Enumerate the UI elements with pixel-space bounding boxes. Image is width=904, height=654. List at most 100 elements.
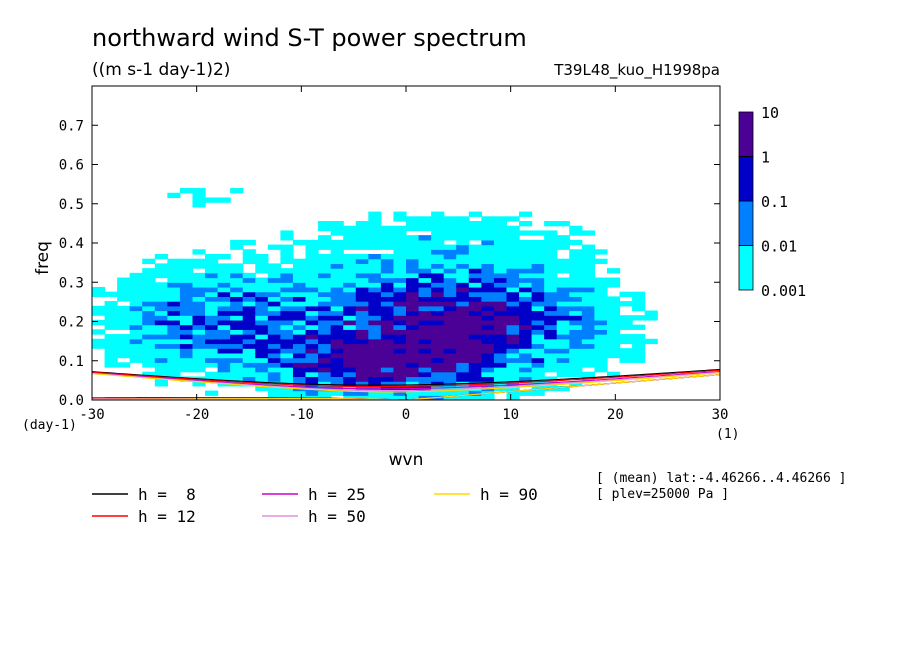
power-cell (519, 362, 533, 368)
power-cell (355, 357, 369, 363)
power-cell (230, 296, 244, 302)
power-cell (443, 348, 457, 354)
power-cell (531, 385, 545, 392)
power-cell (305, 239, 319, 246)
power-cell (355, 244, 369, 250)
gravity-curve-25 (92, 370, 720, 390)
power-cell (330, 225, 344, 232)
power-cell (117, 348, 131, 354)
power-cell (468, 329, 482, 335)
power-cell (569, 319, 583, 326)
power-cell (255, 282, 269, 288)
power-cell (481, 310, 495, 316)
power-cell (493, 277, 508, 283)
power-cell (456, 282, 470, 288)
power-cell (406, 371, 420, 378)
power-cell (569, 310, 583, 316)
power-cell (267, 352, 281, 359)
power-cell (632, 338, 646, 345)
power-cell (506, 319, 520, 326)
y-unit-label: (day-1) (22, 418, 77, 433)
power-cell (531, 301, 545, 307)
power-cell (280, 310, 294, 316)
power-cell (506, 343, 520, 349)
power-cell (368, 334, 382, 340)
power-cell (343, 230, 357, 236)
power-cell (418, 225, 432, 232)
power-cell (531, 296, 545, 302)
power-cell (506, 230, 520, 236)
power-cell (468, 390, 482, 396)
power-cell (506, 376, 520, 382)
power-cell (506, 258, 520, 265)
power-cell (280, 235, 294, 241)
power-cell (230, 305, 244, 312)
power-cell (230, 357, 244, 363)
power-cell (431, 286, 445, 293)
power-cell (343, 352, 357, 359)
power-cell (154, 334, 168, 340)
power-cell (292, 291, 307, 297)
power-cell (393, 371, 407, 378)
power-cell (544, 258, 558, 265)
y-tick-label: 0.2 (59, 315, 84, 331)
power-cell (242, 301, 256, 307)
power-cell (493, 305, 508, 312)
power-cell (632, 357, 646, 363)
power-cell (205, 286, 219, 293)
power-cell (519, 357, 533, 363)
power-cell (192, 357, 206, 363)
power-cell (531, 319, 545, 326)
power-cell (230, 301, 244, 307)
power-cell (468, 263, 482, 269)
power-cell (406, 296, 420, 302)
power-cell (556, 268, 570, 274)
power-cell (330, 362, 344, 368)
power-cell (205, 277, 219, 283)
power-cell (242, 258, 256, 265)
power-cell (318, 258, 332, 265)
power-cell (167, 348, 181, 354)
power-cell (255, 324, 269, 330)
power-cell (205, 310, 219, 316)
power-cell (493, 357, 508, 363)
power-cell (343, 282, 357, 288)
power-cell (179, 329, 194, 335)
power-cell (556, 362, 570, 368)
power-cell (606, 296, 621, 302)
info-line-1: [ (mean) lat:-4.46266..4.46266 ] (596, 471, 846, 486)
power-cell (280, 272, 294, 279)
power-cell (92, 286, 106, 293)
power-cell (217, 343, 231, 349)
power-cell (456, 263, 470, 269)
power-cell (493, 282, 508, 288)
power-cell (456, 268, 470, 274)
power-cell (594, 277, 608, 283)
power-cell (167, 352, 181, 359)
power-cell (519, 390, 533, 396)
power-cell (292, 367, 307, 373)
power-cell (305, 357, 319, 363)
power-cell (217, 357, 231, 363)
chart-title: northward wind S-T power spectrum (92, 24, 527, 52)
power-cell (280, 357, 294, 363)
power-cell (217, 253, 231, 260)
power-cell (481, 244, 495, 250)
power-cell (481, 253, 495, 260)
power-cell (255, 352, 269, 359)
power-cell (318, 225, 332, 232)
power-cell (129, 301, 143, 307)
power-cell (493, 315, 508, 321)
power-cell (418, 286, 432, 293)
power-cell (544, 301, 558, 307)
power-cell (318, 277, 332, 283)
power-cell (292, 277, 307, 283)
power-cell (217, 315, 231, 321)
power-cell (280, 301, 294, 307)
power-cell (443, 258, 457, 265)
power-cell (506, 334, 520, 340)
power-cell (544, 263, 558, 269)
power-cell (142, 305, 156, 312)
power-cell (443, 263, 457, 269)
power-cell (343, 334, 357, 340)
